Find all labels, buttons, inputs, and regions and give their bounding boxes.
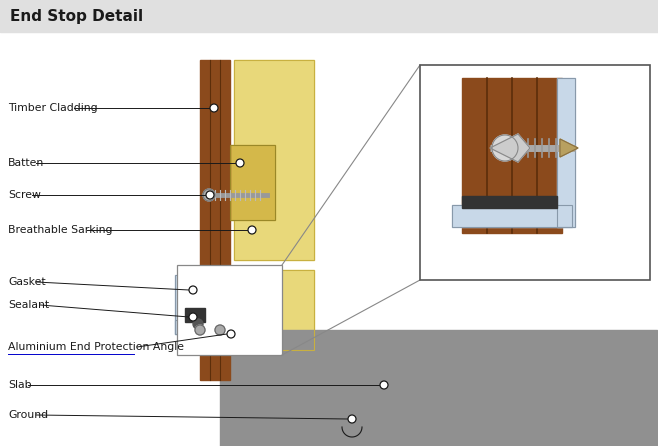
Bar [177, 265, 282, 355]
Circle shape [215, 325, 225, 335]
Circle shape [210, 104, 218, 112]
Text: Ground: Ground [8, 410, 48, 420]
Bar [175, 275, 187, 334]
Bar [175, 275, 187, 334]
Bar [175, 320, 265, 334]
Polygon shape [490, 134, 530, 162]
Text: Sealant: Sealant [8, 300, 49, 310]
Bar [234, 270, 314, 350]
Bar [557, 78, 575, 227]
Circle shape [206, 191, 214, 199]
Bar [175, 320, 265, 334]
Circle shape [227, 330, 235, 338]
Circle shape [380, 381, 388, 389]
Text: Slab: Slab [8, 380, 32, 390]
Bar [230, 145, 275, 220]
Circle shape [236, 159, 244, 167]
Bar [220, 330, 657, 446]
Text: Timber Cladding: Timber Cladding [8, 103, 97, 113]
Circle shape [189, 286, 197, 294]
Bar [234, 60, 314, 260]
Bar [462, 196, 557, 208]
Bar [230, 145, 275, 220]
Circle shape [248, 226, 256, 234]
Text: Aluminium End Protection Angle: Aluminium End Protection Angle [8, 342, 184, 352]
Bar [200, 60, 230, 380]
Bar [557, 78, 575, 227]
Text: Breathable Sarking: Breathable Sarking [8, 225, 113, 235]
Bar [462, 78, 562, 233]
Circle shape [193, 319, 203, 329]
Bar [452, 205, 572, 227]
Bar [234, 270, 314, 350]
Bar [452, 205, 572, 227]
Bar [234, 60, 314, 260]
Circle shape [348, 415, 356, 423]
Text: Batten: Batten [8, 158, 44, 168]
Text: End Stop Detail: End Stop Detail [10, 8, 143, 24]
Bar [420, 65, 650, 280]
Text: Screw: Screw [8, 190, 41, 200]
Polygon shape [560, 139, 578, 157]
Text: Gasket: Gasket [8, 277, 45, 287]
Circle shape [492, 135, 518, 161]
Circle shape [189, 313, 197, 321]
Circle shape [195, 325, 205, 335]
Circle shape [203, 189, 215, 201]
Bar [185, 308, 205, 322]
Bar [0, 0, 658, 32]
